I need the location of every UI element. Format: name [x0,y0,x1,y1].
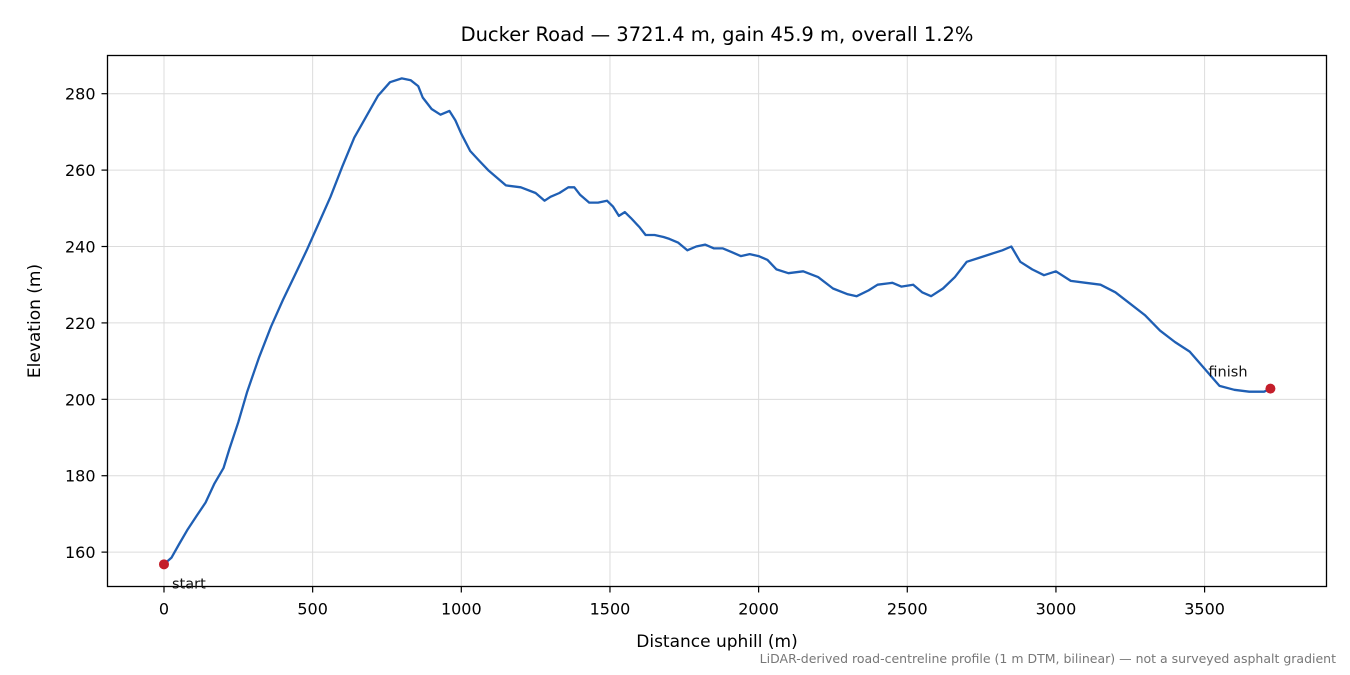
y-tick-label: 180 [65,467,96,486]
x-tick-label: 0 [159,600,169,619]
x-axis-label: Distance uphill (m) [636,632,797,652]
grid-lines [107,55,1327,587]
x-tick-label: 500 [297,600,328,619]
y-tick-label: 240 [65,238,96,257]
elevation-series-line [163,77,1271,566]
y-tick-label: 280 [65,85,96,104]
start-label: start [172,576,206,592]
y-axis-label: Elevation (m) [25,264,45,378]
y-tick-label: 260 [65,161,96,180]
x-tick-label: 2000 [738,600,779,619]
x-tick-label: 3000 [1036,600,1077,619]
start-marker [158,559,169,570]
y-tick-label: 200 [65,390,96,409]
finish-label: finish [1208,365,1247,381]
annotations: start finish [158,365,1276,592]
y-tick-label: 220 [65,314,96,333]
plot-area [163,77,1271,566]
finish-marker [1265,383,1276,394]
y-tick-label: 160 [65,543,96,562]
footnote: LiDAR-derived road-centreline profile (1… [759,651,1336,666]
x-tick-label: 3500 [1184,600,1225,619]
x-tick-label: 1500 [590,600,631,619]
plot-frame [106,54,1328,588]
axis-ticks: 0 500 1000 1500 2000 2500 3000 3500 160 180 200 220… [65,85,1225,619]
x-tick-label: 1000 [441,600,482,619]
x-tick-label: 2500 [887,600,928,619]
chart-title: Ducker Road — 3721.4 m, gain 45.9 m, ove… [461,23,974,46]
